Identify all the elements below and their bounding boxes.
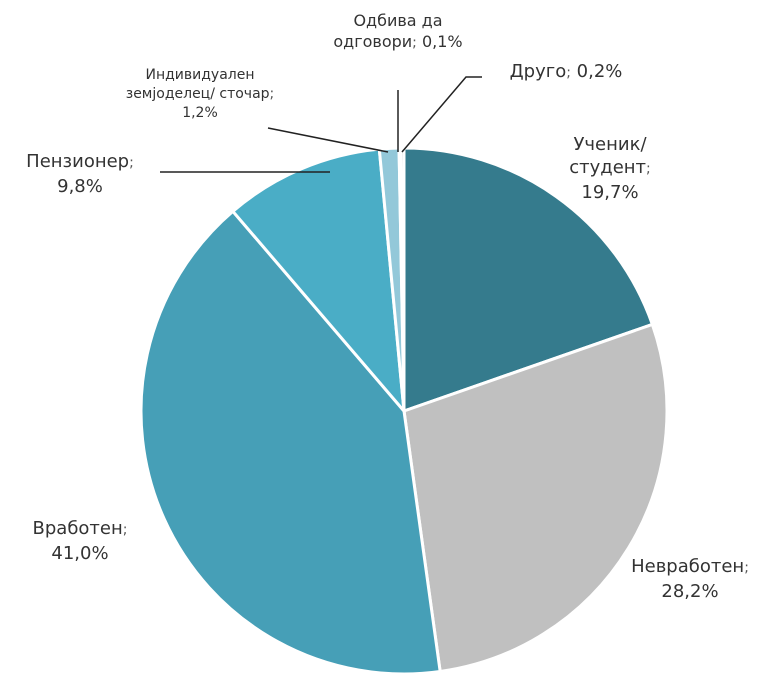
pie-slice [402, 322, 669, 674]
pie-slice [399, 146, 406, 412]
label-separator: ; [269, 86, 275, 102]
leader-line [267, 127, 389, 153]
label-separator: ; [122, 522, 128, 538]
label-separator: ; [566, 65, 571, 81]
category-label: Друго [509, 61, 567, 82]
value-label: 9,8% [57, 176, 103, 197]
slice-label: Одбива да одговори; 0,1% [318, 10, 478, 54]
slice-label: Индивидуален земјоделец/ сточар; 1,2% [120, 66, 280, 123]
value-label: 19,7% [581, 182, 639, 203]
category-label: Вработен [32, 518, 123, 539]
slice-label: Вработен; 41,0% [10, 517, 150, 565]
value-label: 1,2% [182, 105, 218, 121]
label-separator: ; [129, 155, 134, 171]
category-label: Пензионер [26, 151, 130, 172]
pie-slice [139, 209, 442, 676]
label-separator: ; [412, 35, 417, 51]
label-separator: ; [646, 161, 651, 177]
category-label: Индивидуален земјоделец/ сточар [125, 67, 270, 102]
category-label: Одбива да одговори [333, 11, 443, 51]
value-label: 0,2% [576, 61, 623, 82]
pie-slice [230, 147, 406, 416]
value-label: 28,2% [661, 581, 719, 602]
slice-label: Невработен; 28,2% [620, 555, 760, 603]
value-label: 0,1% [421, 32, 463, 51]
slice-label: Пензионер; 9,8% [5, 150, 155, 198]
leader-line [401, 76, 482, 153]
value-label: 41,0% [51, 543, 109, 564]
slice-label: Ученик/ студент; 19,7% [555, 133, 665, 204]
category-label: Ученик/ студент [569, 134, 647, 178]
slice-label: Друго; 0,2% [466, 60, 666, 85]
category-label: Невработен [631, 556, 745, 577]
label-separator: ; [744, 560, 749, 576]
